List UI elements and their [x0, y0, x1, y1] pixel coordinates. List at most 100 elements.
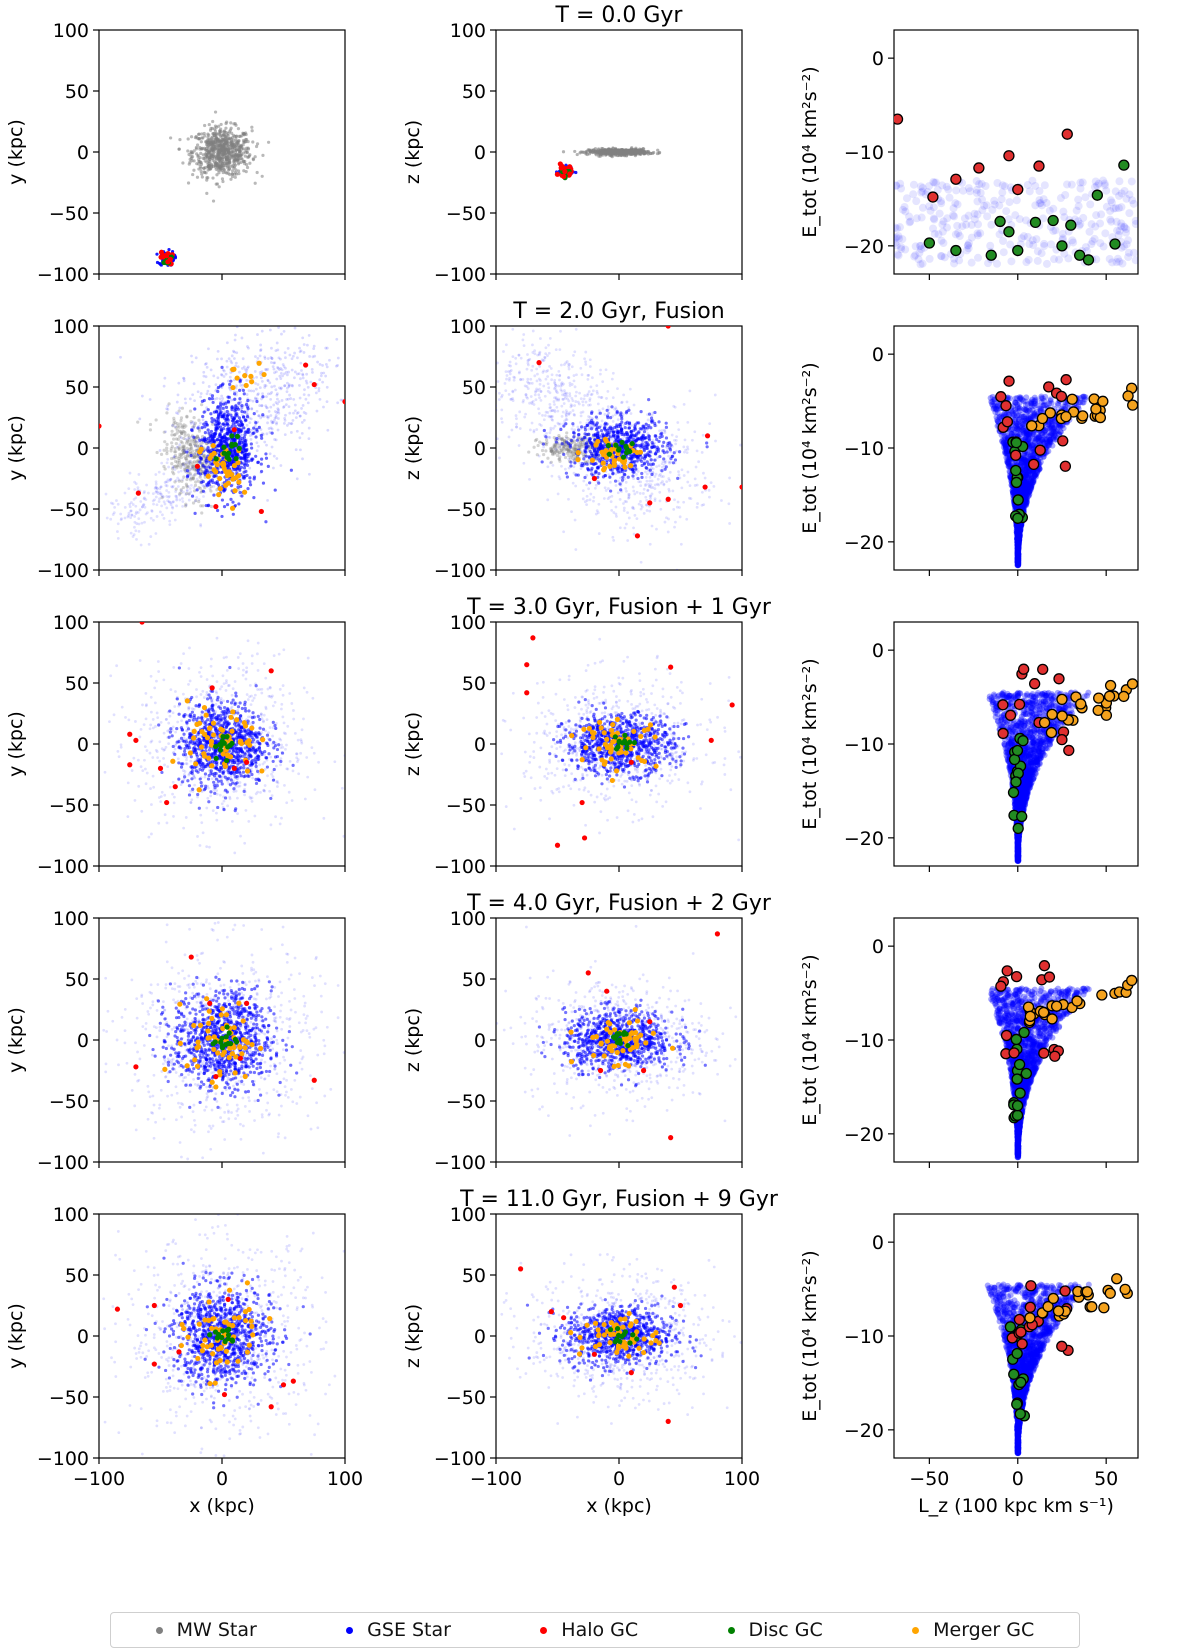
gse-star [530, 421, 534, 425]
gse-star [1112, 258, 1121, 267]
gse-star [972, 177, 981, 186]
gse-star [155, 515, 159, 518]
gse-star [564, 163, 568, 167]
gse-star [573, 350, 577, 354]
gse-star [143, 490, 146, 493]
gse-star [512, 375, 516, 379]
gse-star [336, 363, 339, 367]
mw-star [188, 409, 193, 413]
mw-star [159, 452, 164, 457]
gse-star [201, 489, 206, 493]
gse-star [301, 404, 305, 407]
gse-star [1042, 259, 1051, 268]
gse-star [237, 440, 241, 444]
gse-star [530, 381, 534, 385]
mw-star [191, 477, 195, 481]
mw-star [185, 466, 189, 470]
gse-star [239, 384, 243, 387]
gse-star [239, 433, 243, 437]
mw-star [535, 437, 539, 442]
gse-star [537, 411, 541, 415]
gse-star [667, 454, 670, 458]
gse-star [181, 504, 185, 508]
gse-star [280, 332, 283, 336]
gse-star [552, 426, 555, 430]
gse-star [543, 356, 547, 360]
gse-star [178, 406, 182, 410]
gse-star [293, 409, 297, 413]
halo-gc [562, 168, 568, 175]
gse-star [646, 418, 650, 422]
gse-star [639, 507, 643, 511]
gse-star [1060, 213, 1069, 222]
gse-star [642, 487, 646, 491]
gse-star [248, 466, 252, 470]
mw-star [223, 170, 227, 174]
gse-star [263, 440, 267, 444]
gse-star [162, 495, 165, 499]
mw-star [189, 444, 193, 448]
mw-star [641, 147, 645, 151]
gse-star [290, 368, 294, 372]
gse-star [260, 376, 263, 380]
gse-star [665, 480, 669, 484]
gse-star [197, 498, 201, 501]
gse-star [537, 407, 540, 411]
mw-star [191, 172, 195, 177]
mw-star [237, 158, 241, 162]
gse-star [154, 480, 158, 484]
mw-star [186, 181, 191, 185]
gse-star [1067, 180, 1076, 189]
gse-star [673, 498, 676, 502]
gse-star [970, 209, 979, 218]
gse-star [608, 480, 612, 484]
gse-star [714, 439, 717, 443]
gse-star [538, 350, 542, 354]
gse-star [204, 362, 208, 365]
gse-star [1096, 219, 1105, 228]
gse-star [685, 517, 689, 521]
gse-star [1076, 184, 1085, 193]
gse-star [560, 404, 564, 408]
gse-star [199, 524, 203, 528]
gse-star [158, 491, 162, 495]
gse-star [541, 413, 544, 417]
gse-star [574, 394, 578, 398]
gse-star [897, 184, 906, 193]
disc-gc [229, 443, 235, 449]
gse-star [911, 242, 920, 251]
gse-star [318, 398, 322, 401]
gse-star [653, 497, 657, 501]
gse-star [925, 202, 934, 211]
gse-star [216, 349, 220, 353]
gse-star [169, 503, 173, 506]
gse-star [205, 392, 209, 396]
gse-star [265, 415, 269, 418]
gse-star [672, 507, 676, 511]
gse-star [666, 530, 670, 534]
gse-star [278, 386, 281, 390]
gse-star [653, 499, 657, 503]
mw-star [205, 154, 209, 158]
gse-star [298, 396, 302, 400]
gse-star [299, 448, 302, 452]
gse-star [1060, 249, 1069, 258]
gse-star [622, 509, 626, 512]
gse-star [568, 384, 572, 387]
gse-star [682, 445, 686, 449]
gse-star [246, 430, 250, 435]
gse-star [511, 390, 515, 394]
gse-star [230, 415, 234, 420]
gse-star [981, 181, 990, 190]
gse-star [154, 486, 158, 489]
gse-star [267, 410, 271, 413]
gse-star [242, 435, 246, 439]
gse-star [909, 190, 918, 199]
gse-star [561, 393, 564, 397]
gse-star [589, 424, 593, 428]
xy-panel-ytick-label: 100 [53, 20, 89, 42]
gse-star [313, 354, 317, 358]
gse-star [1076, 220, 1085, 229]
gse-star [588, 397, 592, 401]
